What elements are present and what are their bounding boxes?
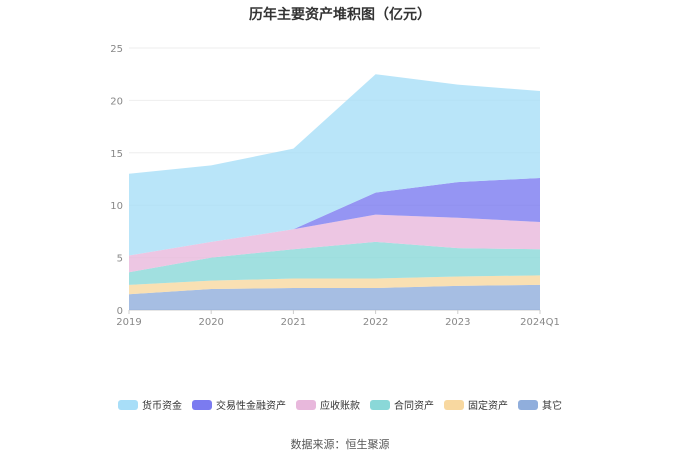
x-tick-label: 2021 xyxy=(281,317,306,328)
y-tick-label: 15 xyxy=(110,149,123,160)
legend: 货币资金 交易性金融资产 应收账款 合同资产 固定资产 其它 xyxy=(0,397,680,412)
x-tick-label: 2020 xyxy=(198,317,223,328)
area-series xyxy=(129,74,540,310)
area-series-应收账款[interactable] xyxy=(129,214,540,273)
area-series-货币资金[interactable] xyxy=(129,74,540,256)
legend-swatch xyxy=(192,399,212,410)
legend-swatch xyxy=(518,399,538,410)
legend-item[interactable]: 货币资金 xyxy=(118,397,182,412)
chart-title: 历年主要资产堆积图（亿元） xyxy=(249,7,431,23)
legend-item[interactable]: 其它 xyxy=(518,397,562,412)
y-tick-label: 0 xyxy=(117,306,123,317)
legend-swatch xyxy=(370,399,390,410)
data-source-note: 数据来源：恒生聚源 xyxy=(290,438,390,451)
y-tick-label: 5 xyxy=(117,254,123,265)
legend-swatch xyxy=(118,399,138,410)
area-series-固定资产[interactable] xyxy=(129,275,540,295)
x-tick-label: 2022 xyxy=(363,317,388,328)
axes: 0 5 10 15 20 25 2019 2020 2021 2022 2023 2024Q1 xyxy=(110,44,560,328)
legend-label: 固定资产 xyxy=(468,401,508,412)
x-tick-label: 2023 xyxy=(445,317,470,328)
legend-label: 应收账款 xyxy=(320,401,360,412)
legend-item[interactable]: 合同资产 xyxy=(370,397,434,412)
x-tick-label: 2024Q1 xyxy=(520,317,560,328)
y-tick-label: 10 xyxy=(110,201,123,212)
legend-label: 交易性金融资产 xyxy=(216,401,286,412)
area-series-交易性金融资产[interactable] xyxy=(129,177,540,256)
legend-label: 合同资产 xyxy=(394,401,434,412)
area-series-合同资产[interactable] xyxy=(129,241,540,285)
legend-item[interactable]: 交易性金融资产 xyxy=(192,397,286,412)
y-tick-label: 25 xyxy=(110,44,123,55)
legend-swatch xyxy=(296,399,316,410)
x-tick-label: 2019 xyxy=(116,317,141,328)
legend-swatch xyxy=(444,399,464,410)
legend-item[interactable]: 应收账款 xyxy=(296,397,360,412)
legend-label: 其它 xyxy=(542,401,562,412)
y-tick-label: 20 xyxy=(110,96,123,107)
legend-label: 货币资金 xyxy=(142,401,182,412)
area-series-其它[interactable] xyxy=(129,284,540,310)
legend-item[interactable]: 固定资产 xyxy=(444,397,508,412)
